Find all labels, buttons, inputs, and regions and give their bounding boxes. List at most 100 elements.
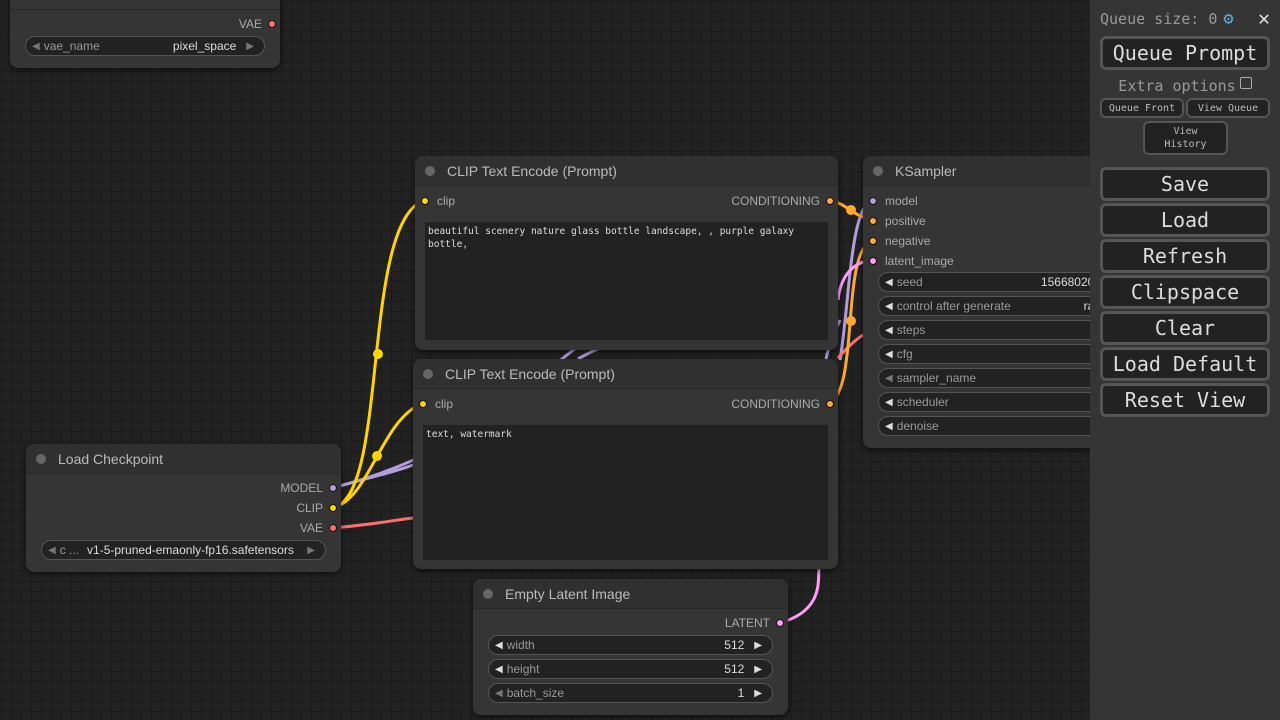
save-button[interactable]: Save: [1100, 167, 1270, 201]
width-widget[interactable]: ◀ width 512 ▶: [488, 635, 773, 655]
widget-label: scheduler: [896, 395, 949, 409]
queue-front-button[interactable]: Queue Front: [1100, 98, 1184, 118]
arrow-left-icon[interactable]: ◀: [885, 372, 893, 384]
queue-sidebar: Queue size: 0 ⚙ ✕ Queue Prompt Extra opti…: [1090, 0, 1280, 720]
widget-value: 1: [737, 686, 745, 700]
input-label: positive: [885, 214, 926, 228]
empty-latent-image-node[interactable]: Empty Latent Image LATENT ◀ width 512 ▶ ◀ he…: [473, 579, 788, 715]
arrow-left-icon[interactable]: ◀: [495, 687, 503, 699]
clipspace-button[interactable]: Clipspace: [1100, 275, 1270, 309]
arrow-left-icon[interactable]: ◀: [32, 40, 40, 52]
arrow-left-icon[interactable]: ◀: [885, 300, 893, 312]
seed-widget[interactable]: ◀ seed 156680208: [878, 272, 1123, 292]
vae-name-widget[interactable]: ◀ vae_name pixel_space ▶: [25, 36, 265, 56]
load-default-button[interactable]: Load Default: [1100, 347, 1270, 381]
arrow-left-icon[interactable]: ◀: [495, 663, 503, 675]
arrow-left-icon[interactable]: ◀: [495, 639, 503, 651]
view-history-button[interactable]: View History: [1143, 121, 1228, 155]
button-label: View: [1173, 126, 1198, 137]
cfg-widget[interactable]: ◀ cfg: [878, 344, 1123, 364]
ckpt-name-widget[interactable]: ◀ c ... v1-5-pruned-emaonly-fp16.safetenso…: [41, 540, 326, 560]
wire-midpoint[interactable]: [373, 349, 383, 359]
wire-midpoint[interactable]: [846, 205, 856, 215]
widget-label: sampler_name: [896, 371, 977, 385]
input-label: model: [885, 194, 918, 208]
ksampler-node[interactable]: KSampler model positive negative latent_…: [863, 156, 1123, 448]
widget-value: v1-5-pruned-emaonly-fp16.safetensors: [87, 543, 294, 557]
arrow-left-icon[interactable]: ◀: [885, 324, 893, 336]
arrow-left-icon[interactable]: ◀: [48, 544, 56, 556]
output-slot-conditioning[interactable]: [826, 400, 834, 408]
output-slot-conditioning[interactable]: [826, 197, 834, 205]
output-slot-model[interactable]: [329, 484, 337, 492]
widget-value: pixel_space: [172, 39, 237, 53]
steps-widget[interactable]: ◀ steps: [878, 320, 1123, 340]
input-slot-clip[interactable]: [421, 197, 429, 205]
node-header[interactable]: CLIP Text Encode (Prompt): [413, 359, 838, 389]
queue-prompt-button[interactable]: Queue Prompt: [1100, 36, 1270, 70]
widget-value: 512: [724, 638, 745, 652]
collapse-dot-icon[interactable]: [425, 165, 435, 176]
graph-canvas[interactable]: VAE ◀ vae_name pixel_space ▶ CLIP Text Enco…: [0, 0, 1123, 720]
extra-options-checkbox[interactable]: [1239, 77, 1252, 89]
output-label: MODEL: [280, 481, 323, 495]
node-header[interactable]: Empty Latent Image: [473, 579, 788, 609]
widget-label: cfg: [896, 347, 913, 361]
widget-label: control after generate: [896, 299, 1011, 313]
node-title: Empty Latent Image: [505, 585, 631, 602]
output-slot-clip[interactable]: [329, 504, 337, 512]
input-slot-positive[interactable]: [869, 217, 877, 225]
node-title: Load Checkpoint: [58, 450, 164, 467]
widget-label: batch_size: [506, 686, 565, 700]
arrow-left-icon[interactable]: ◀: [885, 396, 893, 408]
output-slot-latent[interactable]: [776, 619, 784, 627]
height-widget[interactable]: ◀ height 512 ▶: [488, 659, 773, 679]
input-label: negative: [885, 234, 931, 248]
collapse-dot-icon[interactable]: [36, 453, 46, 464]
arrow-left-icon[interactable]: ◀: [885, 348, 893, 360]
input-slot-clip[interactable]: [419, 400, 427, 408]
arrow-right-icon[interactable]: ▶: [754, 663, 762, 675]
close-icon[interactable]: ✕: [1257, 6, 1270, 30]
node-header[interactable]: CLIP Text Encode (Prompt): [415, 156, 838, 186]
batch-size-widget[interactable]: ◀ batch_size 1 ▶: [488, 683, 773, 703]
collapse-dot-icon[interactable]: [873, 165, 883, 176]
clip-text-encode-negative-node[interactable]: CLIP Text Encode (Prompt) clip CONDITION…: [413, 359, 838, 569]
extra-options-label: Extra options: [1118, 77, 1236, 95]
collapse-dot-icon[interactable]: [423, 368, 433, 379]
prompt-textarea[interactable]: beautiful scenery nature glass bottle la…: [425, 222, 828, 340]
arrow-right-icon[interactable]: ▶: [754, 639, 762, 651]
wire-midpoint[interactable]: [372, 451, 382, 461]
input-slot-model[interactable]: [869, 197, 877, 205]
output-slot-vae[interactable]: [268, 20, 276, 28]
arrow-left-icon[interactable]: ◀: [885, 276, 893, 288]
output-slot-vae[interactable]: [329, 524, 337, 532]
arrow-right-icon[interactable]: ▶: [754, 687, 762, 699]
wire-midpoint[interactable]: [846, 316, 856, 326]
output-label: VAE: [299, 521, 323, 535]
vae-loader-node[interactable]: VAE ◀ vae_name pixel_space ▶: [10, 0, 280, 68]
load-checkpoint-node[interactable]: Load Checkpoint MODEL CLIP VAE ◀ c ... v1-…: [26, 444, 341, 572]
prompt-textarea[interactable]: text, watermark: [423, 425, 828, 560]
arrow-left-icon[interactable]: ◀: [885, 420, 893, 432]
gear-icon[interactable]: ⚙: [1223, 9, 1234, 29]
control-after-generate-widget[interactable]: ◀control after generateran: [878, 296, 1123, 316]
widget-label: c ...: [59, 543, 80, 557]
clear-button[interactable]: Clear: [1100, 311, 1270, 345]
scheduler-widget[interactable]: ◀ scheduler: [878, 392, 1123, 412]
collapse-dot-icon[interactable]: [483, 588, 493, 599]
denoise-widget[interactable]: ◀ denoise: [878, 416, 1123, 436]
sampler-name-widget[interactable]: ◀ sampler_name: [878, 368, 1123, 388]
refresh-button[interactable]: Refresh: [1100, 239, 1270, 273]
node-header[interactable]: KSampler: [863, 156, 1123, 186]
widget-value: 156680208: [1040, 275, 1101, 289]
node-header[interactable]: Load Checkpoint: [26, 444, 341, 474]
clip-text-encode-positive-node[interactable]: CLIP Text Encode (Prompt) clip CONDITION…: [415, 156, 838, 350]
load-button[interactable]: Load: [1100, 203, 1270, 237]
input-slot-latent-image[interactable]: [869, 257, 877, 265]
reset-view-button[interactable]: Reset View: [1100, 383, 1270, 417]
input-slot-negative[interactable]: [869, 237, 877, 245]
arrow-right-icon[interactable]: ▶: [307, 544, 315, 556]
view-queue-button[interactable]: View Queue: [1186, 98, 1270, 118]
arrow-right-icon[interactable]: ▶: [246, 40, 254, 52]
